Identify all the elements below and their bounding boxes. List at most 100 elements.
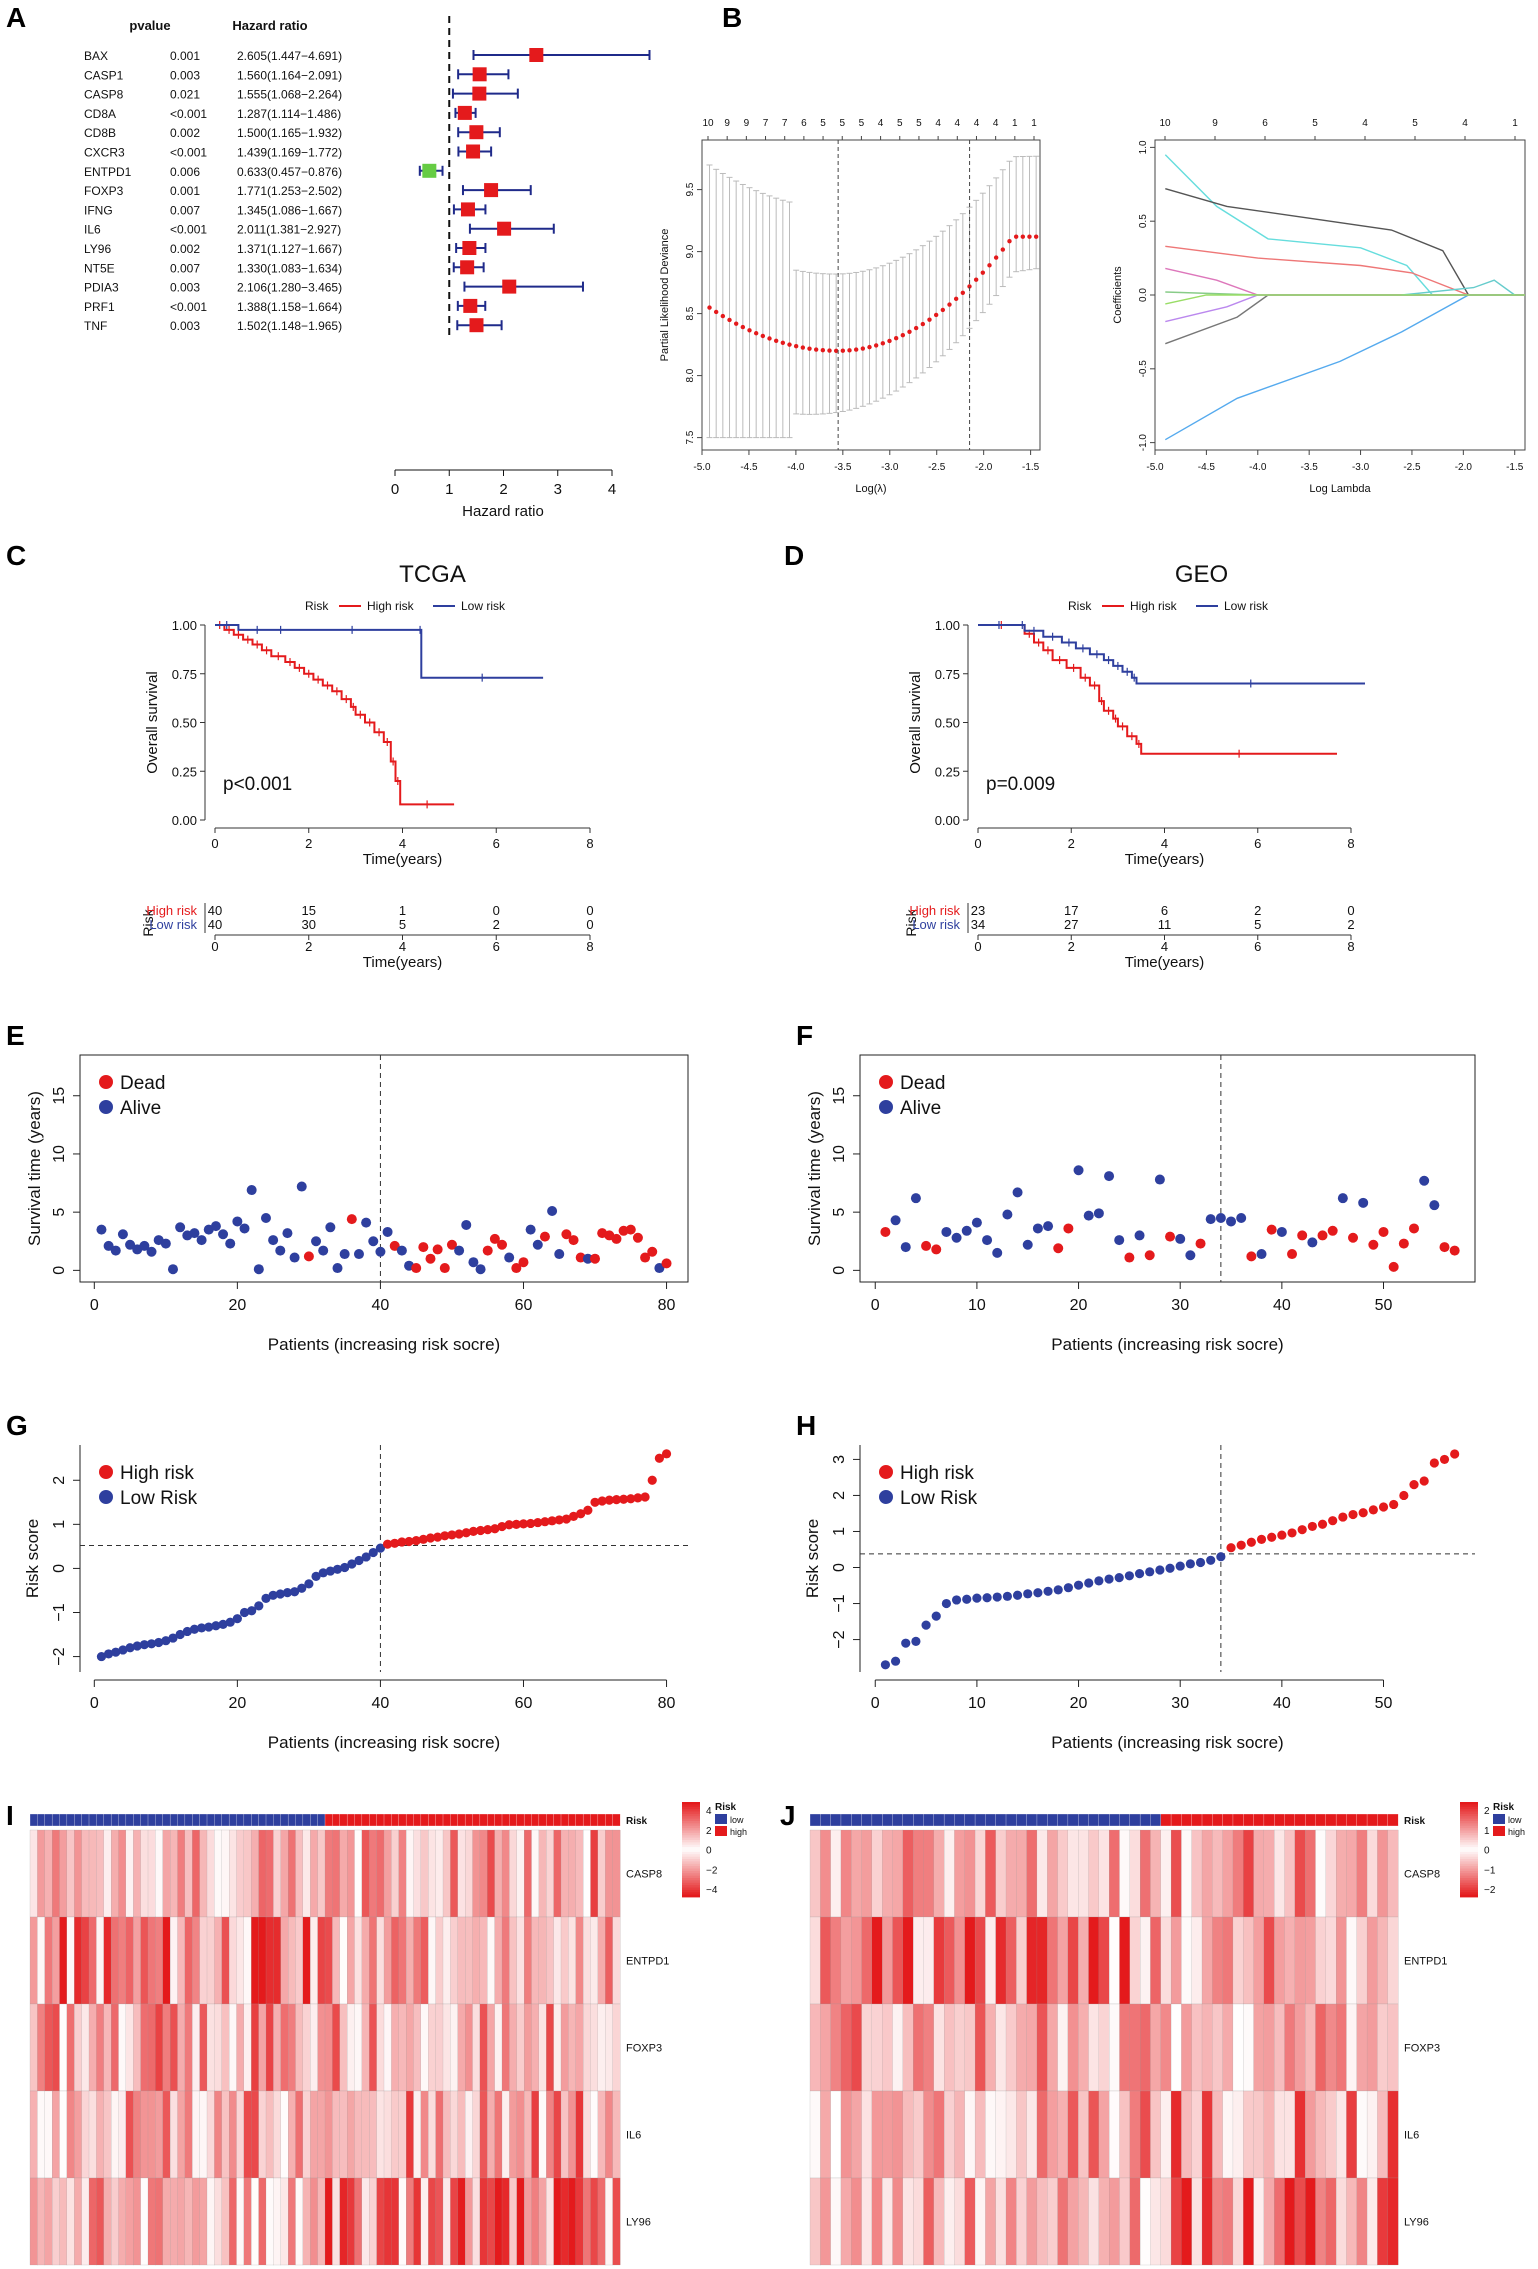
coefficient-path <box>1401 279 1516 296</box>
risk-annotation-cell <box>597 1813 606 1827</box>
heatmap-cell <box>29 1829 38 1918</box>
low-risk-point <box>247 1606 257 1616</box>
heatmap-cell <box>221 2003 230 2092</box>
dead-point <box>661 1258 672 1269</box>
heatmap-cell <box>420 1829 429 1918</box>
y-tick-label: 5 <box>51 1208 68 1217</box>
heatmap-cell <box>501 2003 510 2092</box>
heatmap-cell <box>1315 2003 1327 2092</box>
cv-point <box>813 347 819 352</box>
dead-point <box>439 1263 450 1274</box>
heatmap-cell <box>1294 1829 1306 1918</box>
scale-swatch <box>1460 1825 1478 1829</box>
alive-point <box>103 1240 114 1251</box>
heatmap-cell <box>265 2003 274 2092</box>
legend-low-label: Low risk <box>461 599 506 613</box>
heatmap-cell <box>1336 1916 1347 2005</box>
lasso-coefficient-plot: -5.0 -4.5 -4.0 -3.5 -3.0 -2.5 -2.0 -1.5-1.0-0.5… <box>1112 118 1526 495</box>
high-risk-point <box>1399 1490 1409 1501</box>
heatmap-cell <box>442 2003 451 2092</box>
heatmap-cell <box>310 2090 319 2179</box>
gene-label: PDIA3 <box>84 281 119 295</box>
x-tick-label: 60 <box>515 1297 533 1314</box>
heatmap-cell <box>1263 1829 1275 1918</box>
heatmap-cell <box>1305 2177 1316 2266</box>
low-risk-point <box>368 1547 378 1558</box>
heatmap-cell <box>568 2177 577 2266</box>
scale-swatch <box>682 1828 700 1831</box>
high-risk-point <box>1328 1516 1338 1526</box>
heatmap-cell <box>501 2177 510 2266</box>
scale-swatch <box>1460 1859 1478 1862</box>
alive-point <box>239 1223 250 1234</box>
heatmap-cell <box>985 1829 997 1918</box>
pvalue-label: 0.007 <box>170 261 200 275</box>
heatmap-cell <box>1005 2177 1017 2266</box>
heatmap-cell <box>851 2177 862 2266</box>
heatmap-cell <box>435 1916 444 2005</box>
heatmap-cell <box>1346 2003 1358 2092</box>
cv-point <box>740 324 746 330</box>
low-risk-point <box>941 1598 952 1609</box>
km-title: TCGA <box>399 561 466 588</box>
heatmap-cell <box>428 2177 437 2266</box>
dead-point <box>1398 1238 1409 1249</box>
scale-swatch <box>1460 1823 1478 1827</box>
risk-time-label: 4 <box>399 939 406 954</box>
heatmap-cell <box>1129 2090 1141 2179</box>
heatmap-cell <box>170 2177 178 2266</box>
heatmap-cell <box>568 2003 577 2092</box>
panel-letter-g: G <box>6 1410 28 1441</box>
alive-point <box>246 1185 257 1196</box>
heatmap-cell <box>383 2090 392 2179</box>
heatmap-cell <box>583 1916 591 2005</box>
km-curve-high <box>215 624 455 806</box>
low-risk-point <box>325 1566 335 1576</box>
pvalue-label: 0.003 <box>170 68 200 82</box>
x-tick-label: -2.0 <box>1455 462 1473 473</box>
heatmap-cell <box>538 1829 547 1918</box>
high-risk-point <box>568 1511 579 1522</box>
heatmap-cell <box>37 2177 46 2266</box>
heatmap-cell <box>1356 1829 1368 1918</box>
risk-annotation-cell <box>605 1813 614 1827</box>
heatmap-cell <box>1284 2003 1296 2092</box>
risk-annotation-cell <box>1181 1813 1193 1827</box>
heatmap-cell <box>111 1829 119 1918</box>
high-risk-point <box>440 1531 450 1541</box>
heatmap-cell <box>516 2003 525 2092</box>
heatmap-cell <box>605 2177 614 2266</box>
heatmap-cell <box>177 1829 186 1918</box>
cv-point <box>900 332 906 338</box>
heatmap-cell <box>66 2090 75 2179</box>
heatmap-cell <box>354 2090 363 2179</box>
heatmap-cell <box>830 2003 842 2092</box>
heatmap-cell <box>809 1829 821 1918</box>
heatmap-cell <box>347 2177 355 2266</box>
heatmap-cell <box>597 2090 606 2179</box>
heatmap-cell <box>494 2003 503 2092</box>
risk-annotation-cell <box>192 1813 201 1827</box>
y-tick-label: 0.5 <box>1138 214 1149 228</box>
heatmap-cell <box>479 2090 488 2179</box>
x-axis-title: Patients (increasing risk socre) <box>1051 1733 1283 1752</box>
heatmap-cell <box>406 2177 414 2266</box>
high-risk-point <box>490 1524 500 1534</box>
heatmap-cell <box>583 1829 591 1918</box>
heatmap-cell <box>170 2003 178 2092</box>
cv-point <box>1000 247 1006 252</box>
low-risk-point <box>347 1559 357 1569</box>
high-risk-point <box>411 1536 421 1546</box>
x-tick-label: 0 <box>90 1695 99 1712</box>
heatmap-cell <box>954 2090 966 2179</box>
risk-annotation-cell <box>590 1813 599 1827</box>
panel-letter-h: H <box>796 1410 817 1441</box>
heatmap-cell <box>861 2090 873 2179</box>
heatmap-cell <box>1119 2177 1131 2266</box>
heatmap-cell <box>861 2177 873 2266</box>
high-risk-point <box>561 1514 572 1524</box>
heatmap-cell <box>1201 2003 1213 2092</box>
legend-alive-dot <box>879 1100 893 1114</box>
heatmap-cell <box>29 2003 38 2092</box>
heatmap-cell <box>206 2090 215 2179</box>
